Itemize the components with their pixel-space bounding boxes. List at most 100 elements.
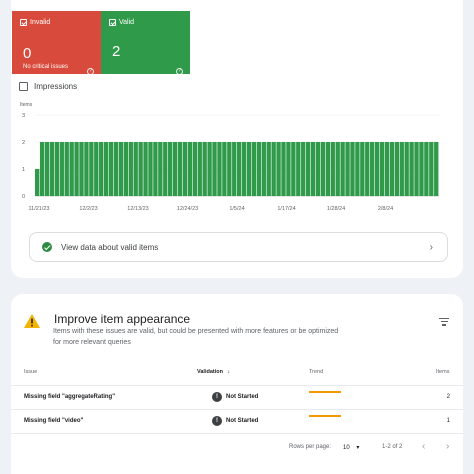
bar bbox=[404, 142, 409, 196]
bar bbox=[207, 142, 212, 196]
prev-page-icon[interactable]: ‹ bbox=[422, 441, 426, 452]
valid-count: 2 bbox=[112, 43, 121, 60]
bar bbox=[163, 142, 168, 196]
bar bbox=[286, 142, 291, 196]
bar bbox=[84, 142, 89, 196]
bar bbox=[79, 142, 84, 196]
bar bbox=[335, 142, 340, 196]
bar bbox=[374, 142, 380, 196]
bar bbox=[123, 142, 129, 196]
dropdown-arrow-icon: ▾ bbox=[356, 445, 360, 451]
valid-tile[interactable]: Valid 2 ? bbox=[101, 11, 190, 75]
bar bbox=[291, 142, 296, 196]
bar bbox=[256, 142, 262, 196]
table-row[interactable]: Missing field "aggregateRating" ! Not St… bbox=[11, 385, 463, 409]
invalid-subtitle: No critical issues bbox=[23, 64, 69, 70]
trend-sparkline bbox=[309, 415, 341, 417]
bar bbox=[89, 142, 94, 196]
pagination-range: 1-2 of 2 bbox=[382, 444, 403, 450]
bar bbox=[330, 142, 335, 196]
bar bbox=[153, 142, 158, 196]
bar bbox=[202, 142, 207, 196]
issue-header[interactable]: Issue bbox=[24, 369, 38, 375]
bar bbox=[54, 142, 60, 196]
bar bbox=[384, 142, 390, 196]
bar bbox=[148, 142, 153, 196]
bar bbox=[246, 142, 252, 196]
bar bbox=[113, 142, 119, 196]
bar bbox=[320, 142, 326, 196]
bar bbox=[217, 142, 222, 196]
bar bbox=[365, 142, 370, 196]
bar bbox=[227, 142, 232, 196]
bar bbox=[118, 142, 124, 196]
validation-status: ! Not Started bbox=[212, 392, 258, 402]
invalid-tile[interactable]: Invalid 0 No critical issues ? bbox=[12, 11, 101, 75]
checkbox-icon bbox=[20, 19, 27, 26]
impressions-toggle[interactable]: Impressions bbox=[19, 82, 77, 91]
bar bbox=[310, 142, 316, 196]
bar bbox=[409, 142, 414, 196]
validation-status: ! Not Started bbox=[212, 416, 258, 426]
help-icon[interactable]: ? bbox=[176, 68, 183, 75]
bar bbox=[325, 142, 331, 196]
trend-sparkline bbox=[309, 391, 341, 393]
invalid-label: Invalid bbox=[30, 19, 51, 26]
view-valid-items-button[interactable]: View data about valid items › bbox=[29, 232, 448, 262]
bar bbox=[360, 142, 365, 196]
info-icon: ! bbox=[212, 392, 222, 402]
rows-per-page-select[interactable]: 10 ▾ bbox=[343, 445, 360, 451]
invalid-count: 0 bbox=[23, 45, 32, 62]
bar bbox=[379, 142, 385, 196]
bar bbox=[429, 142, 434, 196]
bar bbox=[251, 142, 257, 196]
sort-down-icon: ↓ bbox=[227, 369, 231, 375]
bar bbox=[370, 142, 375, 196]
bar bbox=[350, 142, 355, 196]
x-tick-label: 2/8/24 bbox=[378, 206, 393, 212]
valid-label: Valid bbox=[119, 19, 135, 26]
x-tick-label: 1/28/24 bbox=[327, 206, 345, 212]
next-page-icon[interactable]: › bbox=[446, 441, 450, 452]
improve-title: Improve item appearance bbox=[54, 312, 191, 326]
bar bbox=[59, 142, 64, 196]
bar bbox=[315, 142, 321, 196]
bar bbox=[143, 142, 148, 196]
y-tick-label: 3 bbox=[22, 113, 25, 119]
bar bbox=[197, 142, 202, 196]
bar bbox=[133, 142, 138, 196]
items-header[interactable]: Items bbox=[436, 369, 450, 375]
bar bbox=[49, 142, 55, 196]
bar bbox=[39, 142, 45, 196]
bar bbox=[355, 142, 360, 196]
chevron-right-icon: › bbox=[429, 242, 433, 253]
bar bbox=[271, 142, 276, 196]
bar bbox=[212, 142, 217, 196]
x-tick-label: 11/21/23 bbox=[28, 206, 49, 212]
filter-icon[interactable] bbox=[439, 318, 449, 328]
help-icon[interactable]: ? bbox=[87, 68, 94, 75]
view-valid-items-label: View data about valid items bbox=[61, 242, 159, 252]
bar bbox=[399, 142, 404, 196]
bar bbox=[305, 142, 311, 196]
validation-header[interactable]: Validation ↓ bbox=[197, 369, 231, 375]
rows-per-page-label: Rows per page: bbox=[289, 444, 332, 450]
bar bbox=[187, 142, 193, 196]
bar bbox=[276, 142, 281, 196]
bar bbox=[261, 142, 266, 196]
y-axis-label: Items bbox=[20, 102, 33, 108]
bar bbox=[128, 142, 133, 196]
table-row[interactable]: Missing field "video" ! Not Started 1 bbox=[11, 409, 463, 433]
bar bbox=[192, 142, 197, 196]
bar bbox=[424, 142, 429, 196]
y-tick-label: 0 bbox=[22, 194, 25, 200]
trend-header: Trend bbox=[309, 369, 324, 375]
bar bbox=[232, 142, 237, 196]
bar bbox=[35, 169, 40, 196]
items-count: 2 bbox=[446, 394, 450, 400]
warning-icon bbox=[24, 314, 40, 328]
bar bbox=[340, 142, 345, 196]
x-tick-label: 1/5/24 bbox=[229, 206, 244, 212]
impressions-checkbox[interactable] bbox=[19, 82, 28, 91]
bar bbox=[108, 142, 114, 196]
